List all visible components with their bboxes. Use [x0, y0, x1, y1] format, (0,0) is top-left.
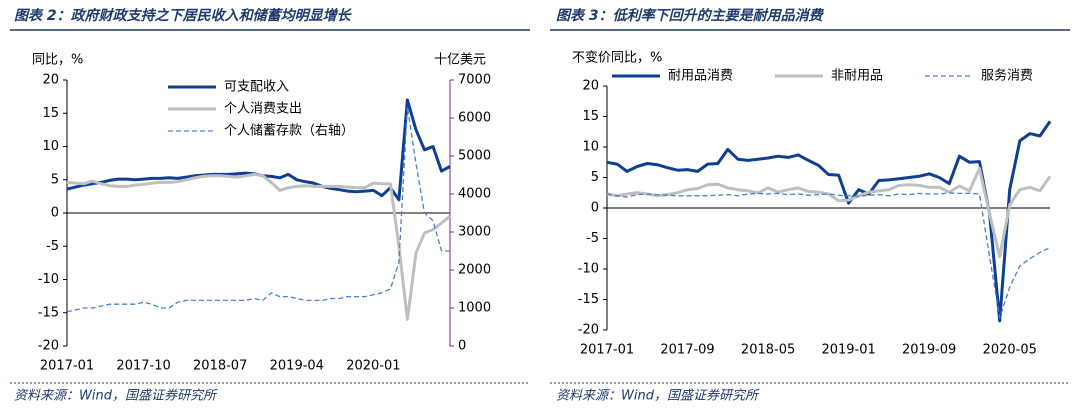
- series-line: [606, 120, 1052, 323]
- y-tick-label: 20: [42, 73, 59, 88]
- x-tick-label: 2020-05: [983, 343, 1037, 358]
- y2-tick-label: 0: [458, 339, 466, 354]
- legend-label: 可支配收入: [224, 80, 289, 95]
- x-tick-label: 2018-05: [741, 343, 795, 358]
- y-tick-label: -20: [38, 339, 59, 354]
- y-axis-label: 不变价同比，%: [572, 50, 662, 66]
- chart-title: 图表 2：政府财政支持之下居民收入和储蓄均明显增长: [14, 7, 353, 24]
- y2-tick-label: 1000: [458, 301, 491, 316]
- x-tick-label: 2017-01: [580, 343, 634, 358]
- y2-axis-label: 十亿美元: [434, 53, 486, 68]
- x-tick-label: 2017-10: [116, 359, 170, 374]
- y-tick-label: 20: [582, 79, 599, 94]
- y-tick-label: -20: [578, 323, 599, 338]
- y-tick-label: -15: [578, 292, 599, 307]
- legend-label: 个人储蓄存款（右轴）: [224, 124, 354, 139]
- y2-tick-label: 2000: [458, 263, 491, 278]
- y-tick-label: 0: [51, 206, 59, 221]
- y2-tick-label: 5000: [458, 149, 491, 164]
- series-line: [66, 105, 450, 313]
- series-line: [606, 166, 1052, 259]
- legend-label: 服务消费: [981, 68, 1033, 84]
- y-tick-label: -5: [46, 239, 59, 254]
- y-tick-label: 10: [582, 140, 599, 155]
- y-tick-label: 10: [42, 139, 59, 154]
- y2-tick-label: 3000: [458, 225, 491, 240]
- source-note: 资料来源：Wind，国盛证券研究所: [556, 388, 760, 404]
- y-tick-label: -15: [38, 305, 59, 320]
- x-tick-label: 2018-07: [193, 359, 247, 374]
- y-tick-label: 15: [582, 109, 599, 124]
- x-tick-label: 2019-04: [270, 359, 324, 374]
- legend-label: 非耐用品: [831, 69, 883, 84]
- x-tick-label: 2020-01: [346, 359, 400, 374]
- y2-tick-label: 7000: [458, 73, 491, 88]
- chart-title: 图表 3：低利率下回升的主要是耐用品消费: [556, 7, 825, 24]
- series-line: [606, 192, 1051, 319]
- y2-tick-label: 6000: [458, 111, 491, 126]
- y-tick-label: 5: [51, 172, 59, 187]
- y-tick-label: -10: [578, 262, 599, 277]
- legend-label: 耐用品消费: [668, 69, 733, 84]
- legend-label: 个人消费支出: [224, 102, 302, 117]
- y-tick-label: -5: [586, 231, 599, 246]
- x-tick-label: 2019-01: [821, 343, 875, 358]
- x-tick-label: 2019-09: [902, 343, 956, 358]
- source-note: 资料来源：Wind，国盛证券研究所: [14, 388, 218, 404]
- y-tick-label: -10: [38, 272, 59, 287]
- x-tick-label: 2017-09: [660, 343, 714, 358]
- y-tick-label: 15: [42, 106, 59, 121]
- y2-tick-label: 4000: [458, 187, 491, 202]
- series-line: [66, 172, 451, 321]
- y-axis-label: 同比，%: [32, 53, 83, 68]
- x-tick-label: 2017-01: [40, 359, 94, 374]
- y-tick-label: 0: [591, 201, 599, 216]
- y-tick-label: 5: [591, 170, 599, 185]
